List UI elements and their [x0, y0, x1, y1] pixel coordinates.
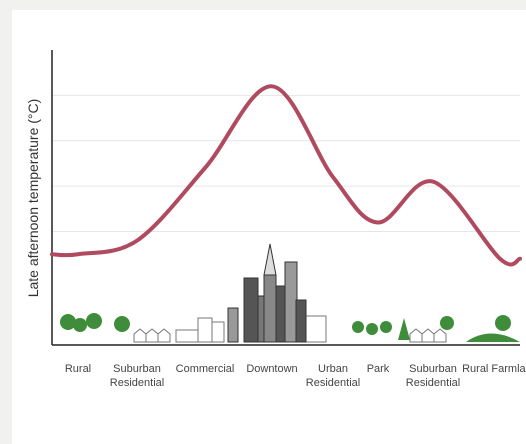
plot: [50, 84, 522, 267]
x-tick-label: Commercial: [175, 363, 235, 375]
temperature-line: [50, 84, 522, 267]
scenery: [60, 243, 520, 343]
x-tick-label: Rural: [64, 363, 92, 375]
y-axis-label: Late afternoon temperature (°C): [25, 99, 41, 298]
x-tick-label: Suburban Residential: [109, 363, 165, 389]
x-tick-label: Downtown: [246, 363, 298, 375]
x-tick-label: Rural Farmland: [462, 363, 526, 375]
x-tick-label: Suburban Residential: [405, 363, 461, 389]
panel: [12, 10, 526, 444]
x-tick-label: Park: [366, 363, 390, 375]
x-tick-label: Urban Residential: [305, 363, 361, 389]
